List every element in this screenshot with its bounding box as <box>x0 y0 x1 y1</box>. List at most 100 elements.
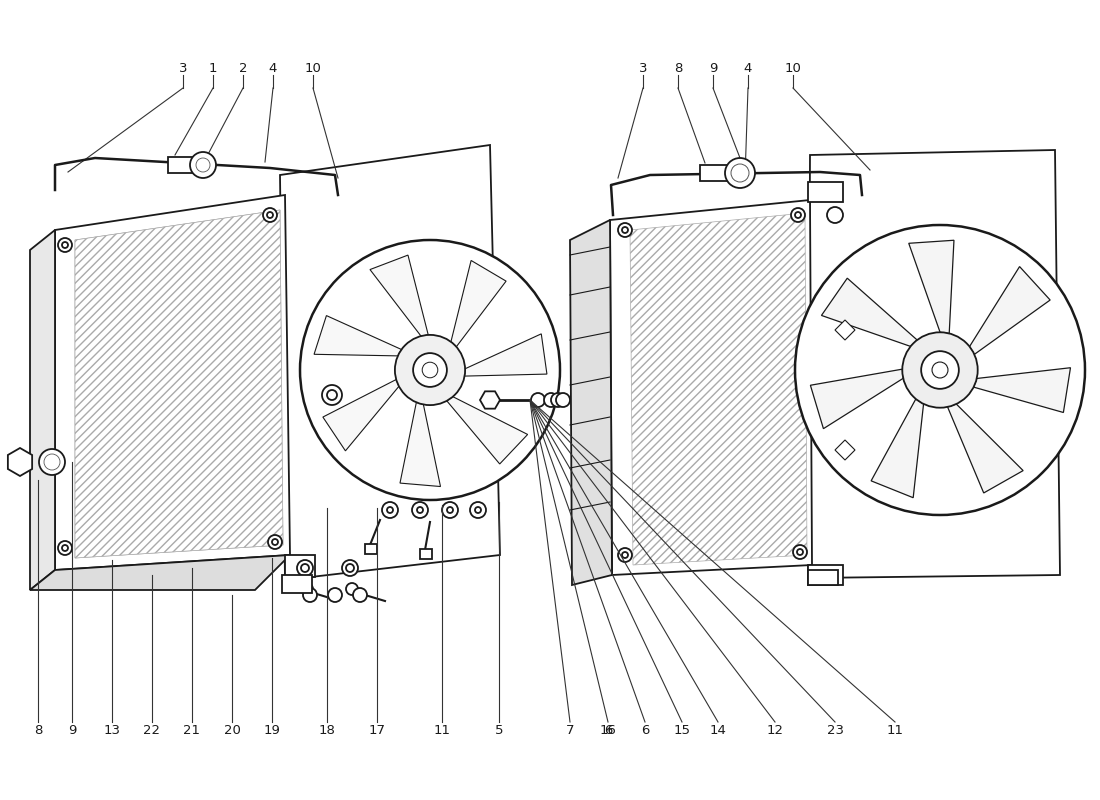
Polygon shape <box>835 440 855 460</box>
Text: 9: 9 <box>68 723 76 737</box>
Polygon shape <box>464 334 547 376</box>
Circle shape <box>190 152 216 178</box>
Text: 10: 10 <box>305 62 321 74</box>
Circle shape <box>58 238 72 252</box>
Circle shape <box>531 393 544 407</box>
Circle shape <box>902 332 978 408</box>
Circle shape <box>414 353 447 387</box>
Text: eurospares: eurospares <box>678 289 953 331</box>
Circle shape <box>267 212 273 218</box>
Circle shape <box>327 390 337 400</box>
Polygon shape <box>451 261 506 346</box>
Text: 12: 12 <box>767 723 783 737</box>
Circle shape <box>417 507 424 513</box>
Circle shape <box>346 583 358 595</box>
Circle shape <box>795 225 1085 515</box>
Polygon shape <box>835 320 855 340</box>
Text: 4: 4 <box>744 62 752 74</box>
Polygon shape <box>811 369 903 429</box>
Circle shape <box>795 212 801 218</box>
Text: 16: 16 <box>600 723 616 737</box>
Circle shape <box>39 449 65 475</box>
Polygon shape <box>75 210 283 558</box>
Text: 6: 6 <box>604 723 613 737</box>
Polygon shape <box>400 402 440 486</box>
Text: 4: 4 <box>268 62 277 74</box>
Circle shape <box>300 240 560 500</box>
Polygon shape <box>447 397 528 464</box>
Text: 10: 10 <box>784 62 802 74</box>
Circle shape <box>301 583 314 595</box>
Text: 22: 22 <box>143 723 161 737</box>
Polygon shape <box>315 315 402 356</box>
Circle shape <box>551 393 565 407</box>
Circle shape <box>621 552 628 558</box>
Text: 11: 11 <box>887 723 903 737</box>
Circle shape <box>395 335 465 405</box>
Circle shape <box>442 502 458 518</box>
Polygon shape <box>947 404 1023 493</box>
Text: eurospares: eurospares <box>678 509 953 551</box>
Circle shape <box>725 158 755 188</box>
Circle shape <box>556 393 570 407</box>
Circle shape <box>44 454 60 470</box>
Bar <box>808 565 843 585</box>
Bar <box>420 549 432 559</box>
Text: 7: 7 <box>565 723 574 737</box>
Circle shape <box>346 564 354 572</box>
Polygon shape <box>370 255 428 336</box>
Text: 23: 23 <box>826 723 844 737</box>
Polygon shape <box>871 399 924 498</box>
Circle shape <box>447 507 453 513</box>
Bar <box>285 555 315 577</box>
Circle shape <box>921 351 959 389</box>
Polygon shape <box>808 150 1060 578</box>
Text: 17: 17 <box>368 723 385 737</box>
Circle shape <box>791 208 805 222</box>
Text: 11: 11 <box>433 723 451 737</box>
Text: 18: 18 <box>319 723 336 737</box>
Polygon shape <box>8 448 32 476</box>
Polygon shape <box>969 266 1050 354</box>
Circle shape <box>328 588 342 602</box>
Polygon shape <box>570 220 612 585</box>
Text: 5: 5 <box>495 723 504 737</box>
Text: 9: 9 <box>708 62 717 74</box>
Polygon shape <box>610 200 812 575</box>
Text: 3: 3 <box>178 62 187 74</box>
Text: eurospares: eurospares <box>138 289 412 331</box>
Text: 20: 20 <box>223 723 241 737</box>
Text: 3: 3 <box>639 62 647 74</box>
Text: eurospares: eurospares <box>138 509 412 551</box>
Circle shape <box>424 363 437 377</box>
Polygon shape <box>30 230 55 590</box>
Polygon shape <box>30 555 290 590</box>
Bar <box>808 182 843 202</box>
Circle shape <box>58 541 72 555</box>
Polygon shape <box>974 368 1070 413</box>
Circle shape <box>412 502 428 518</box>
Text: 6: 6 <box>641 723 649 737</box>
Circle shape <box>422 362 438 378</box>
Polygon shape <box>323 379 399 451</box>
Text: 19: 19 <box>264 723 280 737</box>
Bar <box>282 575 312 593</box>
Text: 2: 2 <box>239 62 248 74</box>
Circle shape <box>387 507 393 513</box>
Circle shape <box>618 223 632 237</box>
Circle shape <box>302 588 317 602</box>
Polygon shape <box>480 391 501 409</box>
Polygon shape <box>630 213 807 565</box>
Circle shape <box>297 560 313 576</box>
Text: 13: 13 <box>103 723 121 737</box>
Circle shape <box>475 507 481 513</box>
Polygon shape <box>822 278 917 346</box>
Text: 8: 8 <box>674 62 682 74</box>
Circle shape <box>544 393 558 407</box>
Circle shape <box>470 502 486 518</box>
Circle shape <box>382 502 398 518</box>
Circle shape <box>798 549 803 555</box>
Polygon shape <box>75 210 283 558</box>
Circle shape <box>618 548 632 562</box>
Circle shape <box>268 535 282 549</box>
